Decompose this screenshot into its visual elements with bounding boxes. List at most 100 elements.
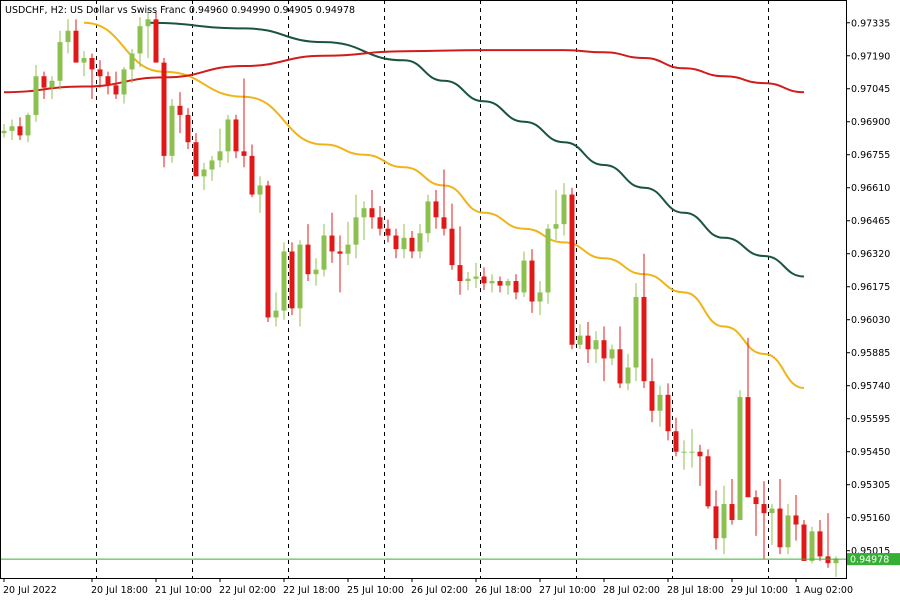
candle[interactable] — [81, 51, 87, 77]
candle[interactable] — [505, 278, 511, 295]
candle[interactable] — [313, 258, 319, 286]
candle[interactable] — [545, 224, 551, 304]
candle[interactable] — [329, 212, 335, 263]
candle[interactable] — [1, 124, 7, 138]
candle[interactable] — [785, 504, 791, 555]
candle[interactable] — [593, 331, 599, 363]
candle[interactable] — [481, 267, 487, 291]
candle[interactable] — [489, 274, 495, 293]
candle[interactable] — [33, 64, 39, 122]
candle[interactable] — [449, 203, 455, 270]
candle[interactable] — [713, 490, 719, 550]
candle[interactable] — [777, 479, 783, 555]
candle[interactable] — [753, 490, 759, 536]
candle[interactable] — [97, 60, 103, 88]
candle[interactable] — [801, 519, 807, 561]
candle[interactable] — [153, 12, 159, 63]
candle[interactable] — [585, 321, 591, 363]
candle[interactable] — [361, 201, 367, 241]
candle[interactable] — [337, 235, 343, 293]
candle[interactable] — [441, 169, 447, 236]
candle[interactable] — [265, 180, 271, 322]
price-axis[interactable]: 0.97335 0.97190 0.97045 0.96900 0.96755 0.966… — [846, 18, 890, 557]
candle[interactable] — [513, 274, 519, 300]
candle[interactable] — [225, 114, 231, 163]
candle[interactable] — [17, 117, 23, 140]
candle[interactable] — [521, 251, 527, 297]
candles[interactable] — [1, 7, 839, 577]
candle[interactable] — [321, 224, 327, 277]
candle[interactable] — [161, 58, 167, 168]
candle[interactable] — [457, 226, 463, 295]
candle[interactable] — [393, 228, 399, 259]
candle[interactable] — [257, 176, 263, 213]
candle[interactable] — [105, 71, 111, 95]
candle[interactable] — [41, 71, 47, 99]
candle[interactable] — [649, 358, 655, 423]
candle[interactable] — [25, 112, 31, 143]
candle[interactable] — [385, 219, 391, 243]
candle[interactable] — [121, 67, 127, 104]
candle[interactable] — [681, 440, 687, 470]
candle[interactable] — [705, 449, 711, 509]
candle[interactable] — [809, 526, 815, 564]
candle[interactable] — [273, 292, 279, 327]
candle[interactable] — [425, 194, 431, 243]
candle[interactable] — [305, 224, 311, 282]
candle[interactable] — [73, 19, 79, 63]
candle[interactable] — [169, 98, 175, 163]
candle[interactable] — [377, 205, 383, 236]
candle[interactable] — [473, 262, 479, 288]
candle[interactable] — [209, 155, 215, 181]
candle[interactable] — [561, 183, 567, 236]
candle[interactable] — [577, 324, 583, 350]
candle[interactable] — [745, 337, 751, 498]
candle[interactable] — [665, 383, 671, 441]
candle[interactable] — [297, 240, 303, 327]
candle[interactable] — [737, 390, 743, 520]
candle[interactable] — [697, 444, 703, 486]
candle[interactable] — [289, 242, 295, 316]
candle[interactable] — [553, 190, 559, 241]
candle[interactable] — [497, 276, 503, 293]
candle[interactable] — [729, 479, 735, 525]
candle[interactable] — [633, 283, 639, 382]
candle[interactable] — [281, 242, 287, 320]
candle[interactable] — [657, 385, 663, 427]
candle[interactable] — [57, 30, 63, 90]
candle[interactable] — [9, 119, 15, 140]
candle[interactable] — [641, 253, 647, 388]
candle[interactable] — [65, 19, 71, 54]
candle[interactable] — [201, 162, 207, 191]
candle[interactable] — [817, 519, 823, 561]
candle[interactable] — [369, 190, 375, 229]
candle[interactable] — [769, 504, 775, 546]
candle[interactable] — [353, 194, 359, 259]
candle[interactable] — [417, 224, 423, 259]
candle[interactable] — [217, 128, 223, 168]
candle[interactable] — [465, 271, 471, 291]
candle[interactable] — [601, 326, 607, 382]
candle[interactable] — [673, 417, 679, 457]
candle[interactable] — [793, 494, 799, 541]
time-axis[interactable]: 20 Jul 2022 20 Jul 18:00 21 Jul 10:00 22 Ju… — [3, 578, 853, 596]
candle[interactable] — [401, 224, 407, 259]
candle[interactable] — [137, 17, 143, 68]
candle[interactable] — [529, 249, 535, 313]
candle[interactable] — [345, 221, 351, 266]
candle[interactable] — [689, 428, 695, 468]
candle[interactable] — [409, 230, 415, 259]
candle[interactable] — [177, 92, 183, 134]
candle[interactable] — [433, 190, 439, 229]
candle[interactable] — [241, 78, 247, 168]
candle[interactable] — [761, 481, 767, 559]
candle[interactable] — [625, 353, 631, 391]
candle[interactable] — [89, 53, 95, 99]
candle[interactable] — [569, 187, 575, 350]
candle[interactable] — [617, 326, 623, 388]
candle[interactable] — [113, 71, 119, 99]
candle[interactable] — [249, 144, 255, 197]
candle[interactable] — [145, 7, 151, 59]
